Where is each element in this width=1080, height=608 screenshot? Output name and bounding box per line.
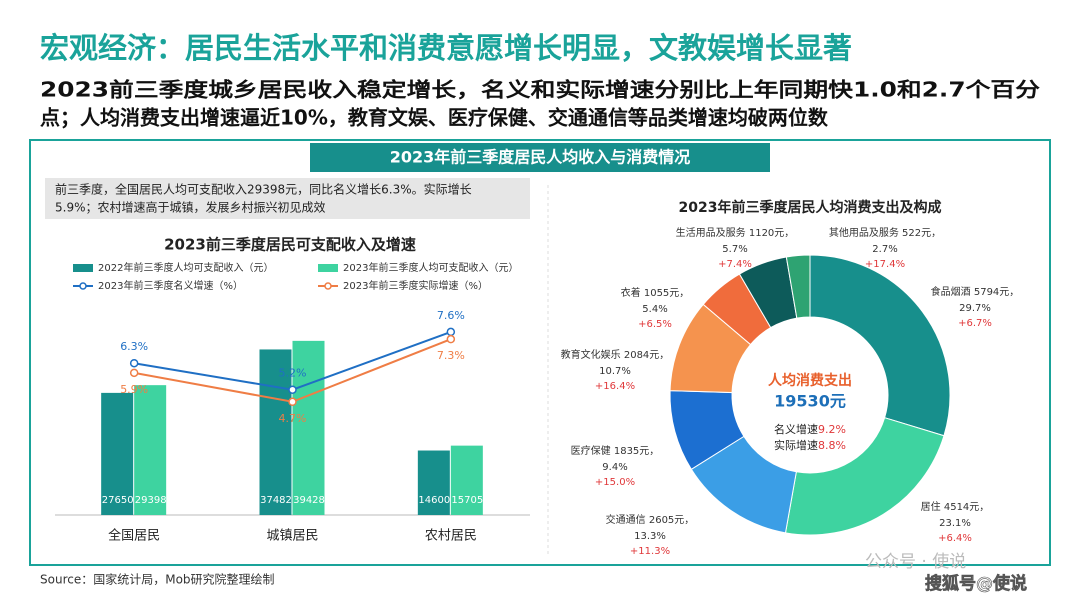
donut-slice (784, 417, 945, 536)
bar-label: 29398 (135, 495, 167, 506)
center-title: 人均消费支出 (768, 372, 852, 389)
slice-growth: +15.0% (595, 477, 635, 488)
slice-growth: +6.7% (958, 318, 992, 329)
bar-label: 39428 (293, 495, 325, 506)
legend-swatch (79, 282, 87, 290)
slice-label: 其他用品及服务 522元， (829, 226, 941, 239)
line-label: 5.9% (120, 383, 148, 396)
x-tick-label: 城镇居民 (266, 529, 318, 544)
legend-label: 2023年前三季度人均可支配收入（元） (343, 261, 518, 274)
chart-title: 2023前三季度居民可支配收入及增速 (164, 236, 416, 254)
slice-label: 医疗保健 1835元， (571, 444, 660, 457)
line-point (288, 397, 297, 407)
line-point (446, 334, 456, 344)
slice-growth: +16.4% (595, 381, 635, 392)
growth-value: 9.2% (818, 423, 846, 436)
growth-name: 实际增速 (774, 438, 818, 452)
center-growth: 实际增速8.8% (774, 438, 846, 452)
watermark: 公众号 · 使说 (865, 551, 966, 572)
bar-label: 27650 (102, 495, 134, 506)
panel-header (310, 143, 770, 172)
legend-label: 2023年前三季度名义增速（%） (98, 279, 243, 292)
slice-label: 生活用品及服务 1120元， (676, 226, 795, 239)
slice-label: 衣着 1055元， (621, 286, 690, 299)
legend-swatch (318, 264, 338, 272)
note-box (45, 178, 530, 219)
source: Source：国家统计局，Mob研究院整理绘制 (40, 572, 275, 587)
slice-growth: +6.5% (638, 319, 672, 330)
note: 前三季度，全国居民人均可支配收入29398元，同比名义增长6.3%。实际增长 (55, 182, 472, 197)
line-label: 6.3% (120, 340, 148, 353)
slice-label: 食品烟酒 5794元， (931, 285, 1020, 298)
line-point (129, 368, 139, 378)
slice-share: 23.1% (939, 518, 971, 529)
bar-label: 15705 (451, 495, 483, 506)
legend-swatch (73, 264, 93, 272)
subtitle: 点；人均消费支出增速逼近10%，教育文娱、医疗保健、交通通信等品类增速均破两位数 (40, 106, 829, 130)
slide-title: 宏观经济：居民生活水平和消费意愿增长明显，文教娱增长显著 (40, 31, 852, 65)
slice-share: 29.7% (959, 303, 991, 314)
growth-value: 8.8% (818, 439, 846, 452)
bar-label: 37482 (260, 495, 292, 506)
line-label: 4.7% (279, 412, 307, 425)
line-label: 7.3% (437, 349, 465, 362)
legend-swatch (324, 282, 332, 290)
slice-growth: +6.4% (938, 533, 972, 544)
slice-label: 教育文化娱乐 2084元， (561, 348, 670, 361)
bar (259, 349, 292, 515)
slice-share: 13.3% (634, 531, 666, 542)
bar (134, 385, 167, 515)
subtitle: 2023前三季度城乡居民收入稳定增长，名义和实际增速分别比上年同期快1.0和2.… (40, 78, 1040, 102)
slice-growth: +11.3% (630, 546, 670, 557)
slice-label: 交通通信 2605元， (606, 513, 695, 526)
slice-share: 10.7% (599, 366, 631, 377)
line-label: 5.2% (279, 367, 307, 380)
x-tick-label: 农村居民 (425, 529, 477, 544)
slice-share: 9.4% (602, 462, 627, 473)
line-point (288, 385, 297, 394)
bar (417, 450, 450, 515)
legend-label: 2022年前三季度人均可支配收入（元） (98, 261, 273, 274)
slice-growth: +17.4% (865, 259, 905, 270)
slice-share: 5.7% (722, 244, 747, 255)
watermark: 搜狐号@使说 (925, 573, 1027, 594)
bar-label: 14600 (418, 495, 450, 506)
line-label: 7.6% (437, 309, 465, 322)
slice-share: 5.4% (642, 304, 667, 315)
donut-slice (809, 254, 951, 437)
center-total: 19530元 (774, 392, 846, 411)
x-tick-label: 全国居民 (108, 528, 160, 544)
growth-name: 名义增速 (774, 422, 818, 436)
bar (292, 340, 325, 515)
line-point (129, 358, 139, 368)
panel-title: 2023年前三季度居民人均收入与消费情况 (390, 148, 691, 167)
chart-title: 2023年前三季度居民人均消费支出及构成 (679, 199, 942, 216)
line-point (446, 327, 456, 337)
bar (101, 392, 134, 515)
center-growth: 名义增速9.2% (774, 422, 846, 436)
note: 5.9%；农村增速高于城镇，发展乡村振兴初见成效 (55, 200, 326, 215)
donut-slice (785, 254, 811, 319)
slice-label: 居住 4514元， (921, 500, 990, 513)
slice-growth: +7.4% (718, 259, 752, 270)
slice-share: 2.7% (872, 244, 897, 255)
legend-label: 2023年前三季度实际增速（%） (343, 279, 488, 292)
panel (29, 139, 1051, 566)
bar (450, 445, 483, 515)
